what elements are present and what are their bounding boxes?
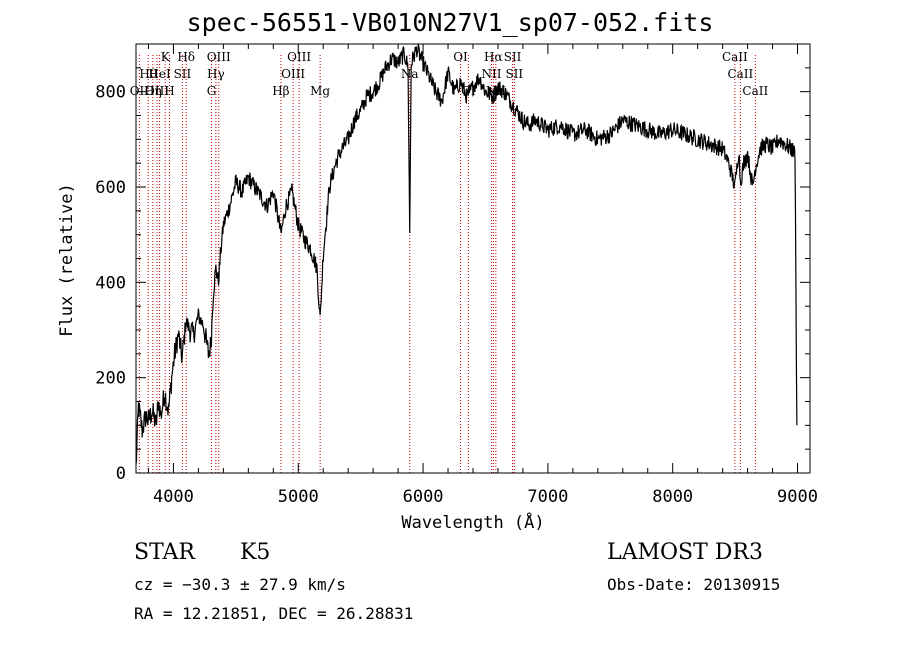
y-tick-label: 800 xyxy=(95,83,126,103)
x-axis-ticks: 4000 5000 6000 7000 8000 9000 xyxy=(147,44,818,507)
obs-date: Obs-Date: 20130915 xyxy=(607,575,781,594)
y-tick-label: 600 xyxy=(95,178,126,198)
line-marker-label: SII xyxy=(504,50,522,64)
line-marker-label: H xyxy=(164,84,174,98)
line-marker-label: Hγ xyxy=(207,67,225,81)
line-marker-label: OIII xyxy=(145,84,169,98)
line-marker-label: Hα xyxy=(484,50,503,64)
object-class: STAR xyxy=(134,540,195,565)
line-marker-label: OIII xyxy=(207,50,231,64)
plot-frame xyxy=(135,43,811,474)
line-marker-label: OIII xyxy=(287,50,311,64)
line-marker-label: NII xyxy=(481,67,501,81)
line-marker-label: Hθ xyxy=(139,67,157,81)
x-tick-label: 7000 xyxy=(527,487,568,507)
line-marker-label: OI xyxy=(461,84,476,98)
line-markers xyxy=(138,54,756,473)
chart-title: spec-56551-VB010N27V1_sp07-052.fits xyxy=(186,8,714,37)
survey-name: LAMOST DR3 xyxy=(607,540,763,565)
line-marker-label: CaII xyxy=(722,50,748,64)
object-subclass: K5 xyxy=(240,540,271,565)
line-marker-label: OI xyxy=(453,50,468,64)
redshift-cz: cz = −30.3 ± 27.9 km/s xyxy=(134,575,346,594)
x-tick-label: 6000 xyxy=(403,487,444,507)
y-tick-label: 400 xyxy=(95,273,126,293)
x-tick-label: 8000 xyxy=(652,487,693,507)
line-marker-label: Mg xyxy=(310,84,330,98)
line-marker-label: K xyxy=(161,50,171,64)
line-marker-label: HeI xyxy=(148,67,171,81)
line-marker-label: SII xyxy=(174,67,192,81)
line-marker-label: G xyxy=(207,84,217,98)
line-marker-label: CaII xyxy=(742,84,768,98)
spectrum-series xyxy=(135,44,798,465)
y-tick-label: 0 xyxy=(116,464,126,484)
y-axis-label: Flux (relative) xyxy=(57,183,77,337)
line-marker-label: Hβ xyxy=(272,84,289,98)
line-marker-label: SII xyxy=(505,67,523,81)
line-marker-label: CaII xyxy=(727,67,753,81)
x-tick-label: 4000 xyxy=(153,487,194,507)
x-axis-label: Wavelength (Å) xyxy=(401,511,544,533)
spectrum-line xyxy=(135,44,798,465)
line-marker-label: Hδ xyxy=(177,50,195,64)
y-tick-label: 200 xyxy=(95,369,126,389)
line-marker-label: Hη xyxy=(144,84,162,98)
line-marker-label: Na xyxy=(401,67,419,81)
line-marker-label: OII xyxy=(130,84,150,98)
y-axis-ticks: 0 200 400 600 800 xyxy=(95,67,810,484)
x-tick-label: 9000 xyxy=(777,487,818,507)
line-marker-label: OIII xyxy=(281,67,305,81)
coordinates: RA = 12.21851, DEC = 26.28831 xyxy=(134,604,414,623)
x-tick-label: 5000 xyxy=(278,487,319,507)
line-marker-label: NII xyxy=(486,84,506,98)
